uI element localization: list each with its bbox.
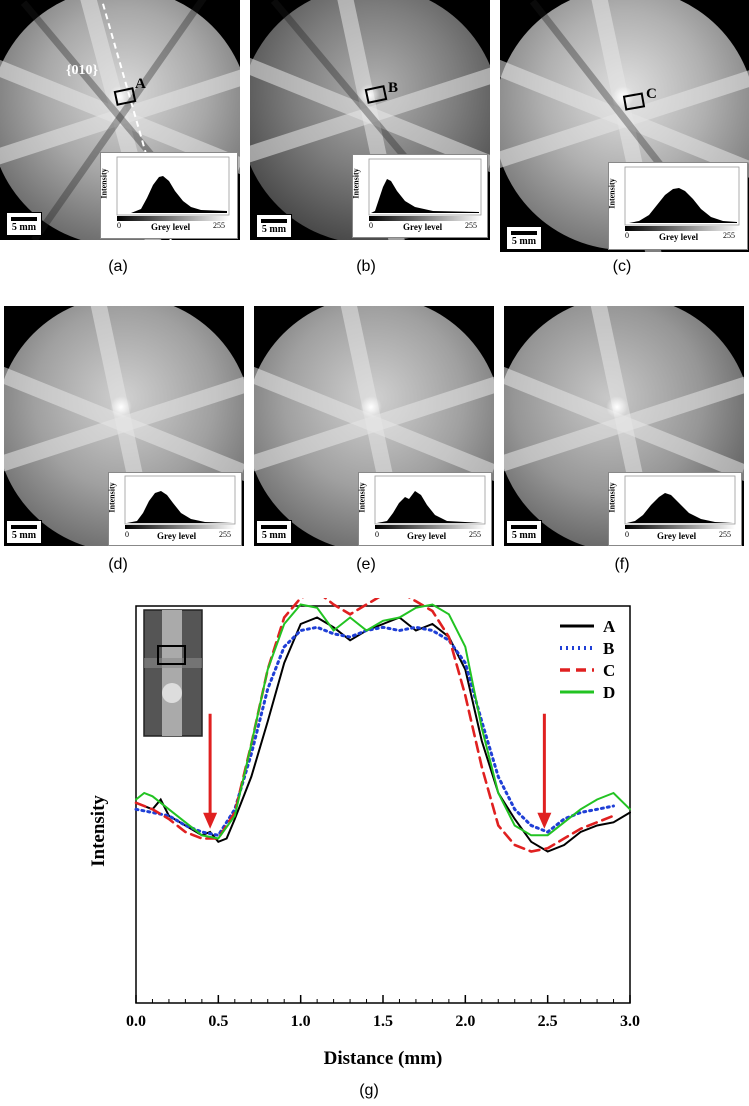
histogram-x1: 255 bbox=[719, 530, 731, 539]
ebsd-pattern-f: 5 mm Intensity 0 Grey level 255 bbox=[504, 306, 744, 546]
x-tick-label: 2.5 bbox=[538, 1013, 558, 1030]
arrow-head bbox=[203, 812, 218, 829]
series-line-D bbox=[135, 603, 631, 840]
ebsd-pattern-b: B 5 mm Intensity 0 Grey level 255 bbox=[250, 0, 490, 240]
panel-label: (g) bbox=[359, 1082, 379, 1099]
plot-frame bbox=[135, 605, 631, 1004]
scale-bar: 5 mm bbox=[256, 214, 292, 238]
histogram-ylabel: Intensity bbox=[351, 168, 361, 199]
zone-axis bbox=[612, 86, 634, 108]
legend-label-B: B bbox=[603, 639, 614, 658]
zone-axis bbox=[606, 396, 628, 418]
histogram-x0: 0 bbox=[625, 231, 629, 240]
y-axis-label: Intensity bbox=[88, 795, 109, 867]
histogram-x1: 255 bbox=[219, 530, 231, 539]
histogram-area bbox=[377, 491, 483, 523]
ebsd-pattern-d: 5 mm Intensity 0 Grey level 255 bbox=[4, 306, 244, 546]
ebsd-pattern-a: {010} A 5 mm Intensity 0 Grey level 255 bbox=[0, 0, 240, 240]
histogram-xlabel: Grey level bbox=[403, 222, 443, 232]
histogram-plot bbox=[624, 166, 740, 231]
histogram-plot bbox=[368, 158, 482, 221]
inset-roi-box bbox=[157, 645, 186, 665]
scale-bar-label: 5 mm bbox=[511, 236, 537, 247]
histogram-xlabel: Grey level bbox=[151, 222, 191, 232]
histogram-area bbox=[629, 188, 737, 223]
scale-bar: 5 mm bbox=[506, 520, 542, 544]
ebsd-pattern-c: C 5 mm Intensity 0 Grey level 255 bbox=[500, 0, 749, 252]
histogram-xlabel: Grey level bbox=[157, 531, 197, 541]
histogram-area bbox=[371, 179, 479, 213]
histogram-plot bbox=[124, 475, 236, 529]
scale-bar: 5 mm bbox=[6, 520, 42, 544]
histogram-ylabel: Intensity bbox=[107, 482, 117, 513]
scale-bar: 5 mm bbox=[6, 212, 42, 236]
zone-axis bbox=[358, 84, 380, 106]
zone-axis bbox=[360, 396, 382, 418]
histogram-plot bbox=[624, 475, 736, 529]
series-line-B bbox=[134, 625, 615, 837]
histogram-x1: 255 bbox=[465, 221, 477, 230]
scale-bar-label: 5 mm bbox=[261, 224, 287, 235]
histogram-x1: 255 bbox=[213, 221, 225, 230]
roi-label: B bbox=[388, 80, 399, 96]
legend-label-C: C bbox=[603, 661, 615, 680]
ebsd-pattern-e: 5 mm Intensity 0 Grey level 255 bbox=[254, 306, 494, 546]
histogram-x1: 255 bbox=[469, 530, 481, 539]
histogram-plot bbox=[116, 156, 230, 221]
scale-bar: 5 mm bbox=[256, 520, 292, 544]
legend-label-D: D bbox=[603, 683, 615, 702]
histogram-inset: Intensity 0 Grey level 255 bbox=[108, 472, 242, 546]
histogram-x0: 0 bbox=[375, 530, 379, 539]
scale-bar-label: 5 mm bbox=[11, 222, 37, 233]
panel-label: (d) bbox=[108, 556, 128, 573]
scale-bar-label: 5 mm bbox=[11, 530, 37, 541]
profile-inset-image bbox=[143, 609, 203, 737]
histogram-x1: 255 bbox=[723, 231, 735, 240]
x-tick-label: 2.0 bbox=[455, 1013, 475, 1030]
histogram-inset: Intensity 0 Grey level 255 bbox=[352, 154, 488, 238]
histogram-ylabel: Intensity bbox=[607, 178, 617, 209]
x-axis-label: Distance (mm) bbox=[324, 1048, 443, 1069]
scale-bar-label: 5 mm bbox=[261, 530, 287, 541]
panel-label: (b) bbox=[356, 258, 376, 275]
histogram-xlabel: Grey level bbox=[657, 531, 697, 541]
zone-axis bbox=[108, 86, 130, 108]
histogram-ylabel: Intensity bbox=[99, 168, 109, 199]
histogram-ylabel: Intensity bbox=[357, 482, 367, 513]
histogram-inset: Intensity 0 Grey level 255 bbox=[100, 152, 238, 239]
x-tick-label: 1.0 bbox=[291, 1013, 311, 1030]
histogram-ylabel: Intensity bbox=[607, 482, 617, 513]
panel-label: (f) bbox=[614, 556, 630, 573]
scale-bar: 5 mm bbox=[506, 226, 542, 250]
histogram-x0: 0 bbox=[625, 530, 629, 539]
zone-axis bbox=[110, 396, 132, 418]
histogram-xlabel: Grey level bbox=[407, 531, 447, 541]
histogram-xlabel: Grey level bbox=[659, 232, 699, 242]
histogram-inset: Intensity 0 Grey level 255 bbox=[358, 472, 492, 546]
arrow-head bbox=[537, 812, 552, 829]
scale-bar-label: 5 mm bbox=[511, 530, 537, 541]
histogram-area bbox=[119, 176, 227, 213]
x-tick-label: 1.5 bbox=[373, 1013, 393, 1030]
roi-label: A bbox=[135, 76, 146, 92]
histogram-x0: 0 bbox=[369, 221, 373, 230]
legend-label-A: A bbox=[603, 617, 616, 636]
histogram-x0: 0 bbox=[117, 221, 121, 230]
x-tick-label: 0.5 bbox=[208, 1013, 228, 1030]
histogram-inset: Intensity 0 Grey level 255 bbox=[608, 162, 748, 250]
histogram-area bbox=[127, 491, 233, 523]
histogram-plot bbox=[374, 475, 486, 529]
panel-label: (a) bbox=[108, 258, 128, 275]
x-tick-label: 0.0 bbox=[126, 1013, 146, 1030]
histogram-area bbox=[627, 493, 733, 523]
roi-label: C bbox=[646, 86, 657, 102]
x-tick-label: 3.0 bbox=[620, 1013, 640, 1030]
histogram-inset: Intensity 0 Grey level 255 bbox=[608, 472, 742, 546]
histogram-x0: 0 bbox=[125, 530, 129, 539]
plane-label: {010} bbox=[66, 63, 99, 78]
panel-label: (c) bbox=[612, 258, 632, 275]
panel-label: (e) bbox=[356, 556, 376, 573]
